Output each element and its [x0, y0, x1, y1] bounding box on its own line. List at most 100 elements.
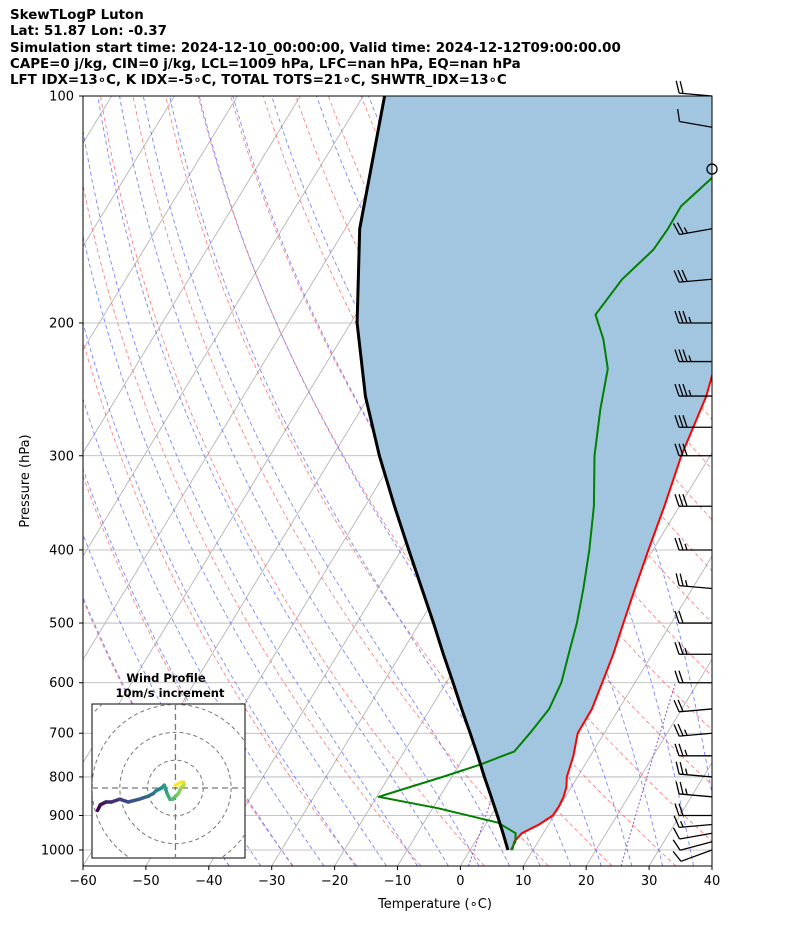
barb-flag: [673, 724, 680, 737]
wind-barb: [675, 573, 713, 590]
y-tick-label: 800: [49, 770, 74, 785]
mixing-ratio-line: [620, 682, 676, 866]
barb-flag: [672, 827, 681, 840]
y-tick-label: 400: [49, 543, 74, 558]
barb-flag: [679, 761, 684, 775]
y-tick-label: 500: [49, 617, 74, 632]
x-tick-label: 10: [515, 874, 532, 889]
moist-adiabat-line: [232, 96, 602, 866]
barb-flag: [678, 537, 684, 551]
wind-barb: [674, 494, 712, 507]
wind-barb: [672, 827, 713, 840]
barb-flag: [675, 573, 680, 586]
hodograph-segment: [173, 780, 183, 787]
barb-flag: [674, 670, 680, 683]
barb-staff: [679, 823, 713, 829]
barb-flag: [674, 743, 680, 757]
barb-flag: [675, 80, 680, 94]
wind-barb: [674, 743, 712, 757]
y-tick-label: 600: [49, 676, 74, 691]
barb-flag: [681, 269, 688, 282]
barb-half-flag: [684, 648, 688, 655]
hodograph-segment: [126, 797, 142, 804]
location-line: Lat: 51.87 Lon: -0.37: [10, 24, 167, 40]
x-tick-label: −10: [384, 874, 411, 889]
barb-flag: [674, 537, 680, 551]
barb-flag: [678, 494, 684, 507]
x-axis-label: Temperature (∘C): [377, 897, 492, 912]
barb-half-flag: [683, 227, 688, 234]
barb-flag: [677, 269, 684, 283]
cape-shading: [357, 96, 712, 850]
hodograph-plot: [92, 704, 245, 858]
barb-flag: [675, 781, 680, 795]
dry-adiabat-line: [83, 182, 422, 866]
hodograph-inset: Wind Profile 10m/s increment: [91, 671, 246, 859]
barb-staff: [679, 793, 713, 798]
wind-barb: [675, 80, 713, 97]
barb-half-flag: [684, 580, 688, 587]
barb-half-flag: [688, 355, 692, 362]
calm-wind-circle: [706, 163, 718, 175]
x-tick-label: 30: [641, 874, 658, 889]
barb-flag: [679, 781, 684, 795]
wind-barbs: [672, 80, 718, 862]
barb-half-flag: [684, 543, 688, 551]
wind-barb: [675, 761, 713, 778]
barb-half-flag: [684, 788, 688, 795]
barb-flag: [682, 494, 688, 507]
moist-adiabat-line: [83, 397, 325, 866]
barb-flag: [678, 349, 684, 362]
wind-barb: [677, 108, 713, 128]
hodograph-subtitle: 10m/s increment: [116, 686, 225, 700]
moist-adiabat-line: [97, 96, 449, 866]
barb-half-flag: [683, 729, 688, 736]
barb-flag: [679, 81, 684, 94]
wind-barb: [672, 222, 713, 236]
cape-line: CAPE=0 j/kg, CIN=0 j/kg, LCL=1009 hPa, L…: [10, 56, 521, 72]
wind-barb: [675, 781, 713, 798]
wind-barb: [674, 803, 712, 817]
barb-flag: [672, 850, 682, 862]
barb-flag: [672, 223, 681, 235]
dry-adiabat-line: [752, 96, 794, 866]
wind-barb: [674, 642, 712, 655]
barb-staff: [680, 849, 713, 862]
moist-adiabat-line: [119, 96, 480, 866]
dewpoint-line: [377, 176, 712, 851]
x-tick-label: −50: [132, 874, 159, 889]
wind-barb: [672, 839, 713, 851]
isotherm-line: [83, 96, 238, 351]
barb-flag: [678, 743, 684, 757]
x-tick-label: −20: [321, 874, 348, 889]
skewt-axes: −60 −50 −40 −30 −20 −10 0 10 20 30 40 1000 900 800 700…: [41, 90, 720, 890]
moist-adiabat-line: [83, 127, 418, 866]
wind-barb: [674, 670, 712, 684]
dry-adiabat-line: [197, 96, 677, 866]
dry-adiabat-line: [83, 339, 358, 866]
y-tick-label: 300: [49, 449, 74, 464]
isotherm-line: [83, 96, 364, 557]
wind-barb: [674, 383, 712, 397]
barb-flag: [677, 699, 684, 712]
barb-flag: [677, 723, 684, 737]
wind-barb: [674, 537, 712, 551]
wind-barb: [673, 699, 713, 713]
dry-adiabat-line: [262, 96, 712, 786]
barb-half-flag: [688, 316, 692, 324]
isotherm-line: [83, 96, 301, 454]
y-tick-label: 100: [49, 90, 74, 105]
barb-flag: [682, 383, 688, 397]
barb-staff: [679, 773, 713, 778]
barb-half-flag: [684, 749, 688, 757]
x-tick-label: 0: [456, 874, 464, 889]
skewt-series: [355, 96, 712, 851]
indices-line: LFT IDX=13∘C, K IDX=-5∘C, TOTAL TOTS=21∘…: [10, 73, 507, 89]
temperature-line: [511, 372, 712, 851]
dry-adiabat-line: [719, 96, 794, 866]
barb-flag: [678, 610, 684, 624]
barb-flag: [674, 803, 680, 816]
barb-flag: [674, 443, 680, 456]
x-tick-label: 20: [578, 874, 595, 889]
time-line: Simulation start time: 2024-12-10_00:00:…: [10, 40, 621, 56]
